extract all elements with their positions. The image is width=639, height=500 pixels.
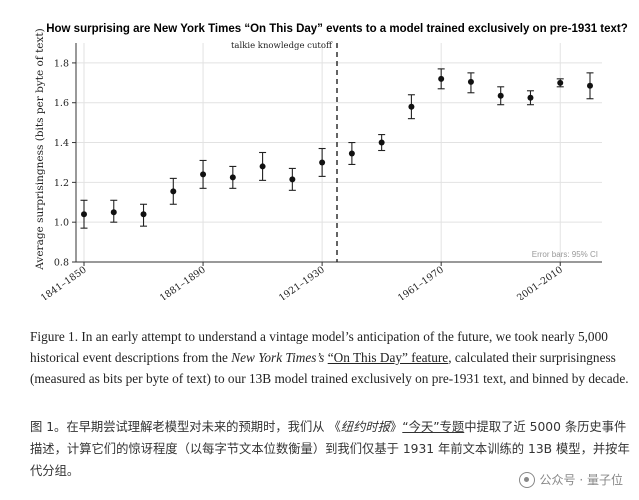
data-point <box>169 177 177 205</box>
x-axis: 1841–1850 1881–1890 1921–1930 1961–1970 2001… <box>39 262 565 300</box>
data-point <box>526 90 534 106</box>
data-point <box>318 147 326 177</box>
point-marker <box>378 139 385 146</box>
data-point <box>407 94 415 120</box>
data-point <box>556 78 564 88</box>
data-point <box>110 199 118 223</box>
caption-english: Figure 1. In an early attempt to underst… <box>30 326 630 389</box>
y-tick-label: 1.0 <box>54 218 69 229</box>
data-point <box>378 134 386 152</box>
caption-en-part1: Figure 1. In an early attempt to underst… <box>30 329 608 365</box>
y-tick-label: 1.8 <box>54 58 69 69</box>
data-point <box>199 159 207 189</box>
data-point <box>80 199 88 229</box>
point-marker <box>229 174 236 181</box>
caption-zh-italic: 纽约时报 <box>340 420 390 434</box>
point-marker <box>348 150 355 157</box>
point-marker <box>81 211 87 218</box>
point-marker <box>289 176 296 183</box>
y-tick-label: 0.8 <box>54 258 69 269</box>
point-marker <box>319 159 326 166</box>
data-point <box>437 68 445 90</box>
caption-en-italic: New York Times’s <box>231 350 325 365</box>
point-marker <box>557 79 564 86</box>
point-marker <box>140 211 147 218</box>
point-marker <box>527 94 534 101</box>
data-point <box>259 151 267 181</box>
data-point <box>140 203 148 227</box>
x-tick-label: 2001–2010 <box>515 264 565 300</box>
point-marker <box>438 75 445 82</box>
point-marker <box>200 171 207 178</box>
y-axis-label: Average surprisingness (bits per byte of… <box>34 28 46 271</box>
point-marker <box>587 82 593 89</box>
x-tick-label: 1841–1850 <box>39 264 89 300</box>
x-tick-label: 1921–1930 <box>277 264 327 300</box>
data-point <box>348 141 356 165</box>
caption-chinese: 图 1。在早期尝试理解老模型对未来的预期时，我们从 《纽约时报》“今天”专题中提… <box>30 416 630 482</box>
on-this-day-link-zh[interactable]: “今天”专题 <box>402 420 465 434</box>
watermark-text: 公众号 · 量子位 <box>539 473 623 487</box>
point-marker <box>408 103 415 110</box>
y-tick-label: 1.2 <box>54 178 69 189</box>
error-bars-note: Error bars: 95% CI <box>532 250 598 259</box>
point-marker <box>110 209 117 216</box>
caption-zh-part2: 中提取了近 5000 条历史事件描述，计算它们的惊讶程度（以每字节文本位数衡量）… <box>30 420 630 478</box>
y-tick-label: 1.6 <box>54 98 69 109</box>
point-marker <box>170 188 177 195</box>
data-points <box>80 68 594 229</box>
point-marker <box>497 92 504 99</box>
watermark: 公众号 · 量子位 <box>518 471 623 488</box>
x-tick-label: 1961–1970 <box>396 264 446 300</box>
point-marker <box>259 163 266 170</box>
data-point <box>467 72 475 94</box>
chart-title: How surprising are New York Times “On Th… <box>46 23 628 35</box>
y-axis: 0.8 1.0 1.2 1.4 1.6 1.8 <box>54 58 76 269</box>
x-tick-label: 1881–1890 <box>158 264 208 300</box>
data-point <box>586 72 594 100</box>
cutoff-label: talkie knowledge cutoff <box>231 41 333 51</box>
data-point <box>229 165 237 189</box>
y-tick-label: 1.4 <box>54 138 69 149</box>
chart: How surprising are New York Times “On Th… <box>34 23 628 300</box>
point-marker <box>467 78 474 85</box>
data-point <box>497 86 505 106</box>
data-point <box>288 167 296 191</box>
caption-zh-mid: 》 <box>389 420 403 434</box>
caption-en-part2: , calculated their surprisingness (measu… <box>30 350 629 386</box>
caption-zh-part1: 图 1。在早期尝试理解老模型对未来的预期时，我们从 《 <box>30 420 341 434</box>
grid <box>76 43 602 263</box>
wechat-icon <box>518 471 535 488</box>
on-this-day-link[interactable]: “On This Day” feature <box>327 350 449 365</box>
